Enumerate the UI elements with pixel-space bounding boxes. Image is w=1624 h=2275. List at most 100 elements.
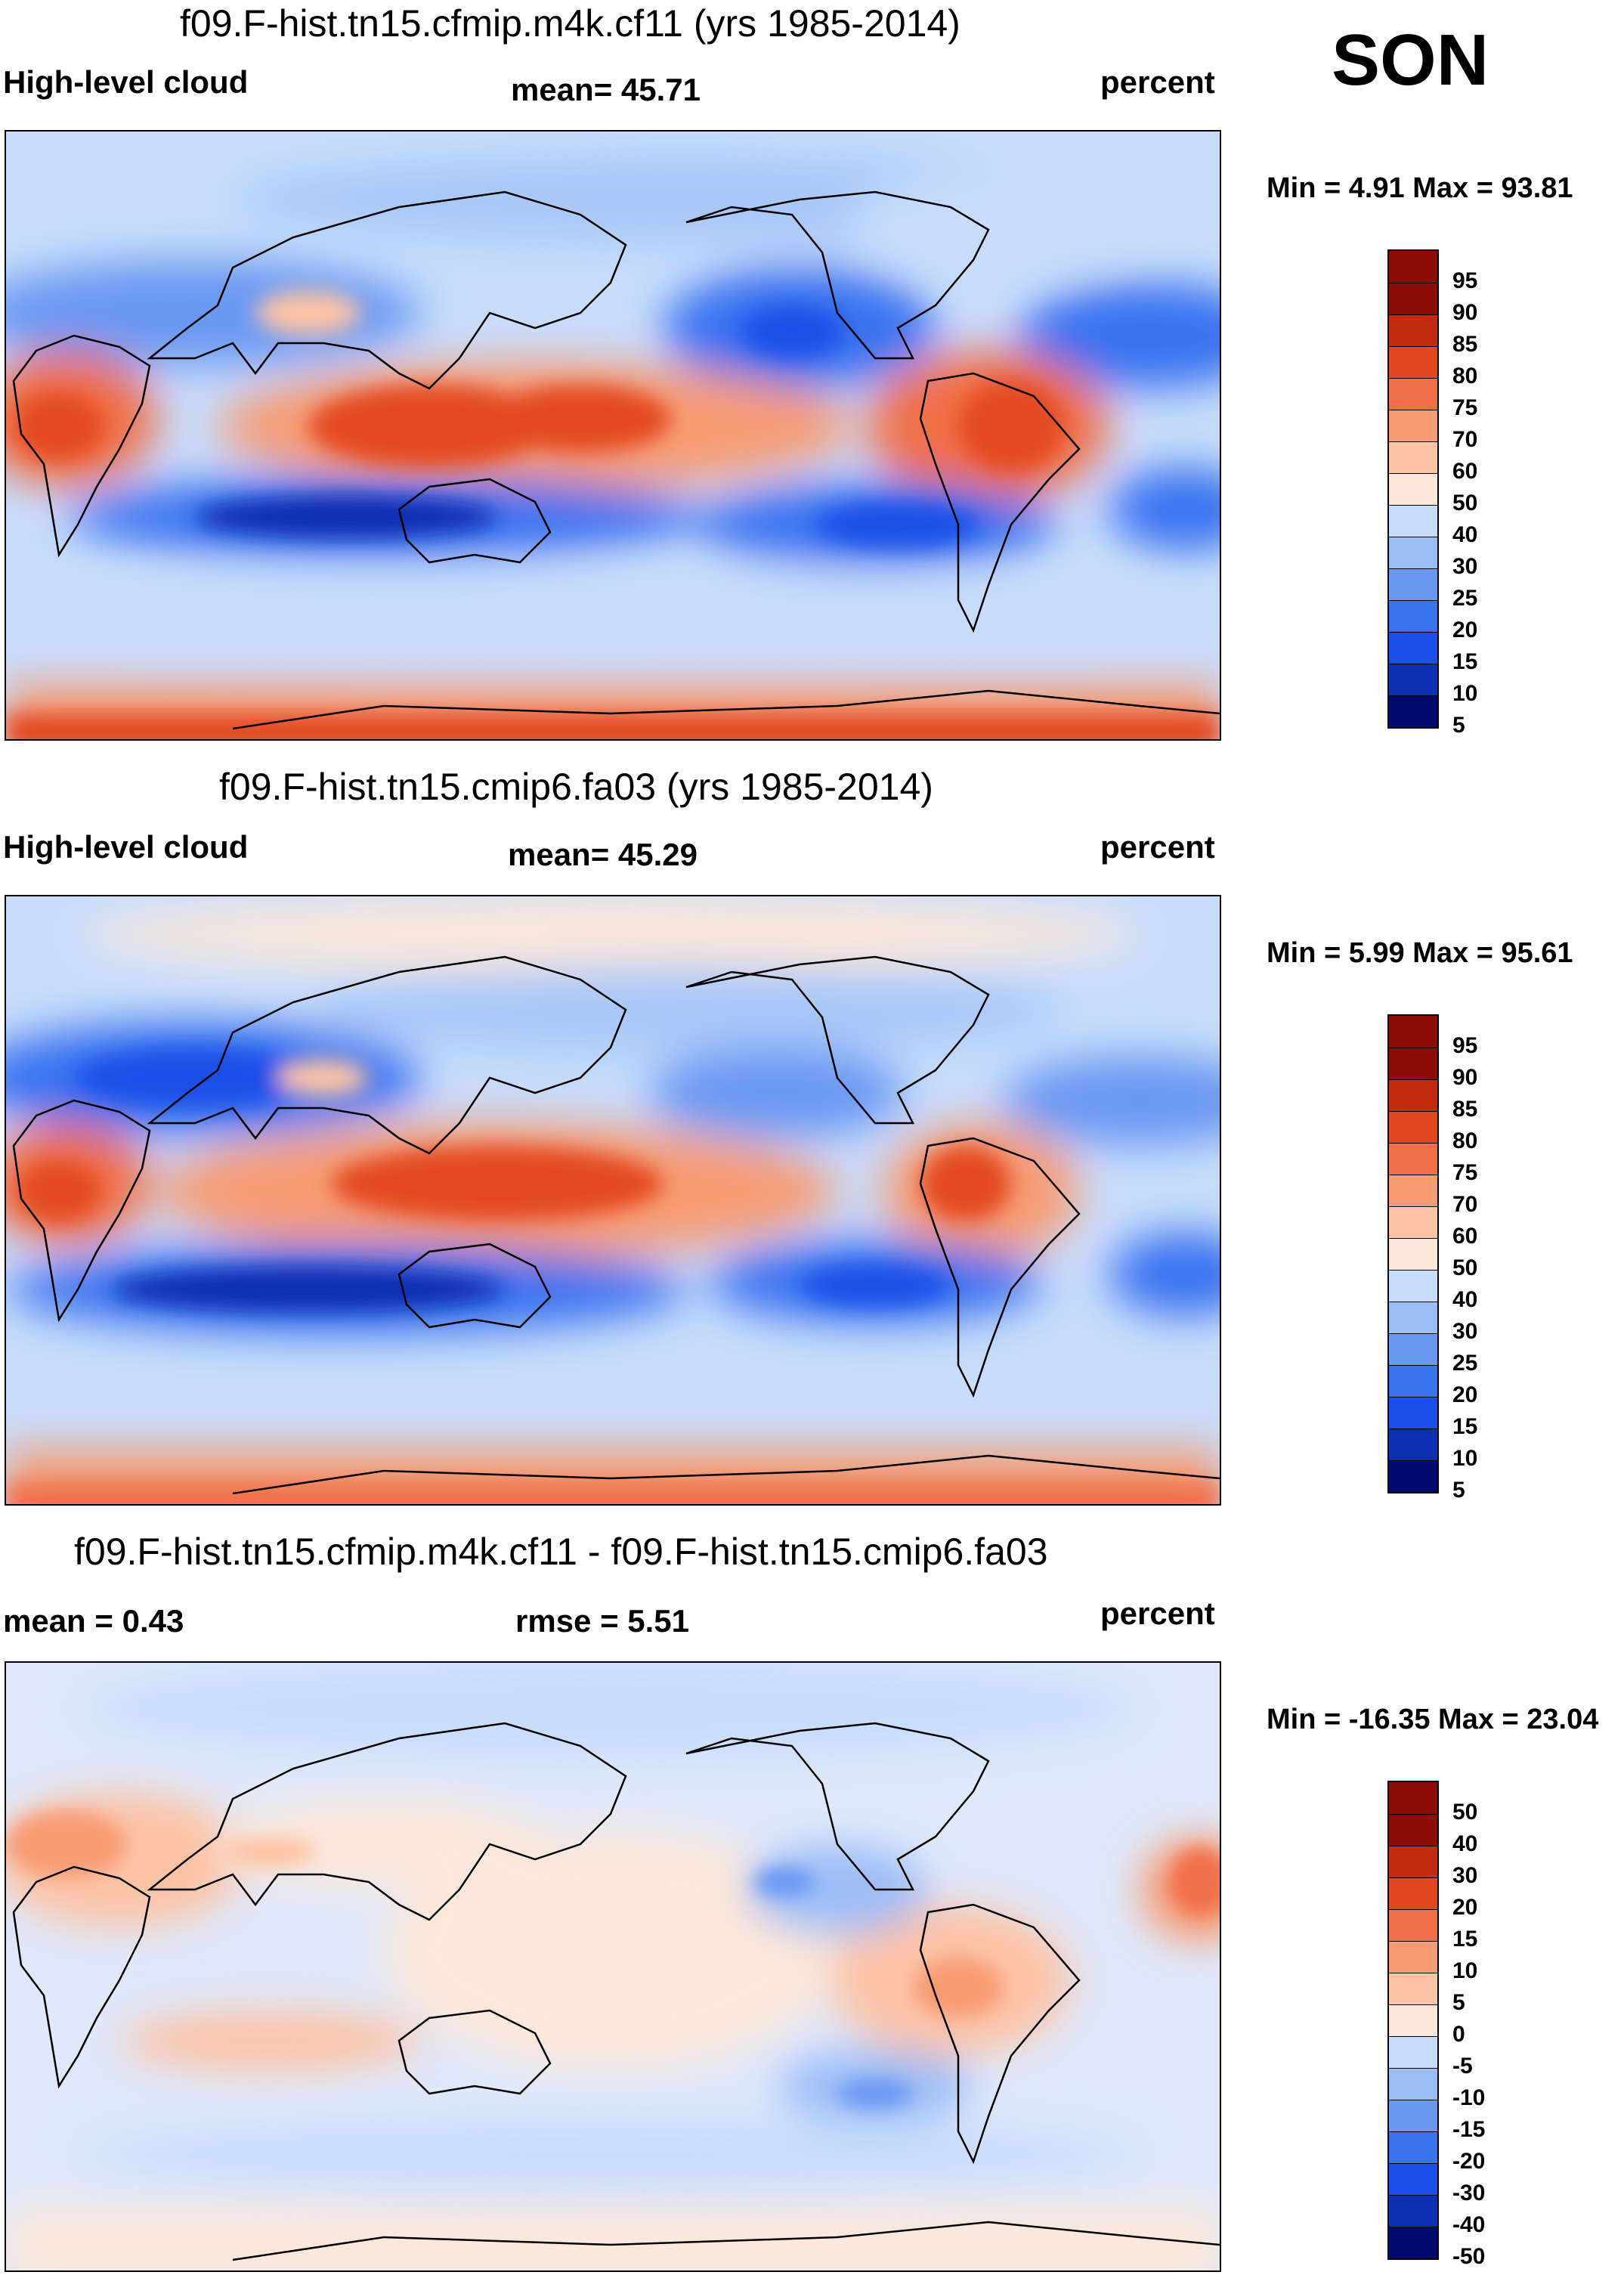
panel3-field <box>6 1663 1220 2270</box>
colorbar-tick-label: 85 <box>1452 1097 1478 1122</box>
colorbar-box <box>1389 1143 1437 1175</box>
colorbar-tick-label: 10 <box>1452 681 1478 706</box>
colorbar-tick-label: -40 <box>1452 2212 1486 2237</box>
colorbar-box <box>1389 1175 1437 1206</box>
colorbar-tick-label: 70 <box>1452 427 1478 452</box>
colorbar-box <box>1389 314 1437 346</box>
colorbar-box <box>1389 2195 1437 2227</box>
colorbar-box <box>1389 1941 1437 1973</box>
colorbar-tick-label: 30 <box>1452 1863 1478 1888</box>
panel1-mean: mean= 45.71 <box>511 72 701 107</box>
colorbar-tick-label: 90 <box>1452 300 1478 325</box>
colorbar-box <box>1389 2227 1437 2258</box>
panel1-title: f09.F-hist.tn15.cfmip.m4k.cf11 (yrs 1985… <box>180 2 960 45</box>
panel1-minmax: Min = 4.91 Max = 93.81 <box>1267 172 1573 204</box>
colorbar-box <box>1389 537 1437 568</box>
colorbar-box <box>1389 1973 1437 2004</box>
colorbar-tick-label: 15 <box>1452 1414 1478 1439</box>
colorbar-tick-label: -50 <box>1452 2244 1486 2269</box>
colorbar-tick-label: -30 <box>1452 2181 1486 2205</box>
colorbar-box <box>1389 1206 1437 1238</box>
colorbar-tick-label: 10 <box>1452 1446 1478 1471</box>
colorbar-box <box>1389 441 1437 473</box>
colorbar-box <box>1389 1814 1437 1846</box>
panel3-units: percent <box>1100 1596 1215 1631</box>
panel1-coastlines <box>12 190 1220 730</box>
colorbar-tick-label: 75 <box>1452 395 1478 420</box>
colorbar-box <box>1389 378 1437 410</box>
panel2-map <box>5 895 1221 1506</box>
colorbar-box <box>1389 632 1437 664</box>
colorbar-tick-label: 60 <box>1452 1224 1478 1249</box>
colorbar-box <box>1389 2036 1437 2068</box>
colorbar-tick-label: 50 <box>1452 1800 1478 1825</box>
panel3-coastlines <box>12 1722 1220 2261</box>
colorbar-box <box>1389 1460 1437 1492</box>
colorbar-tick-label: 5 <box>1452 713 1465 738</box>
colorbar-tick-label: 80 <box>1452 1128 1478 1153</box>
panel1-map <box>5 130 1221 741</box>
colorbar-box <box>1389 2004 1437 2036</box>
colorbar-tick-label: 5 <box>1452 1478 1465 1503</box>
panel1-variable: High-level cloud <box>3 64 249 100</box>
panel3-colorbar <box>1387 1781 1439 2260</box>
colorbar-box <box>1389 1877 1437 1909</box>
panel2-variable: High-level cloud <box>3 829 249 865</box>
colorbar-box <box>1389 2163 1437 2195</box>
colorbar-tick-label: 30 <box>1452 554 1478 579</box>
colorbar-tick-label: -5 <box>1452 2054 1473 2078</box>
colorbar-tick-label: 20 <box>1452 618 1478 642</box>
colorbar-tick-label: 95 <box>1452 268 1478 293</box>
colorbar-box <box>1389 251 1437 283</box>
panel2-mean: mean= 45.29 <box>508 837 698 872</box>
panel1-units: percent <box>1100 64 1215 100</box>
panel2-units: percent <box>1100 829 1215 865</box>
colorbar-tick-label: 0 <box>1452 2022 1465 2047</box>
colorbar-tick-label: 60 <box>1452 459 1478 484</box>
colorbar-tick-label: -15 <box>1452 2117 1486 2142</box>
colorbar-tick-label: 20 <box>1452 1382 1478 1407</box>
colorbar-box <box>1389 664 1437 695</box>
panel3-minmax: Min = -16.35 Max = 23.04 <box>1267 1704 1599 1735</box>
colorbar-tick-label: 30 <box>1452 1319 1478 1344</box>
colorbar-tick-label: 75 <box>1452 1160 1478 1185</box>
colorbar-tick-label: 10 <box>1452 1958 1478 1983</box>
colorbar-tick-label: -10 <box>1452 2085 1486 2110</box>
colorbar-box <box>1389 1397 1437 1428</box>
colorbar-box <box>1389 2100 1437 2131</box>
panel2-colorbar <box>1387 1014 1439 1493</box>
colorbar-box <box>1389 1302 1437 1333</box>
colorbar-tick-label: 15 <box>1452 1927 1478 1952</box>
colorbar-box <box>1389 1782 1437 1814</box>
colorbar-box <box>1389 1238 1437 1270</box>
colorbar-box <box>1389 1079 1437 1111</box>
colorbar-tick-label: 40 <box>1452 1831 1478 1856</box>
colorbar-tick-label: 40 <box>1452 522 1478 547</box>
panel1-field <box>6 132 1220 739</box>
colorbar-box <box>1389 473 1437 505</box>
colorbar-box <box>1389 2131 1437 2163</box>
panel3-rmse: rmse = 5.51 <box>515 1603 690 1639</box>
colorbar-tick-label: 40 <box>1452 1287 1478 1312</box>
colorbar-box <box>1389 1428 1437 1460</box>
colorbar-box <box>1389 1365 1437 1397</box>
colorbar-box <box>1389 600 1437 632</box>
panel3-title: f09.F-hist.tn15.cfmip.m4k.cf11 - f09.F-h… <box>74 1531 1048 1573</box>
colorbar-box <box>1389 1846 1437 1877</box>
colorbar-box <box>1389 2068 1437 2100</box>
season-label: SON <box>1332 20 1489 101</box>
colorbar-tick-label: 5 <box>1452 1990 1465 2015</box>
colorbar-box <box>1389 568 1437 600</box>
colorbar-box <box>1389 1048 1437 1079</box>
colorbar-tick-label: 25 <box>1452 1351 1478 1376</box>
colorbar-tick-label: 85 <box>1452 332 1478 357</box>
colorbar-box <box>1389 1016 1437 1048</box>
colorbar-tick-label: 90 <box>1452 1065 1478 1090</box>
colorbar-tick-label: -20 <box>1452 2149 1486 2174</box>
colorbar-box <box>1389 1333 1437 1365</box>
colorbar-tick-label: 50 <box>1452 491 1478 515</box>
colorbar-tick-label: 80 <box>1452 364 1478 388</box>
panel3-map <box>5 1661 1221 2272</box>
colorbar-box <box>1389 505 1437 537</box>
panel2-coastlines <box>12 955 1220 1495</box>
